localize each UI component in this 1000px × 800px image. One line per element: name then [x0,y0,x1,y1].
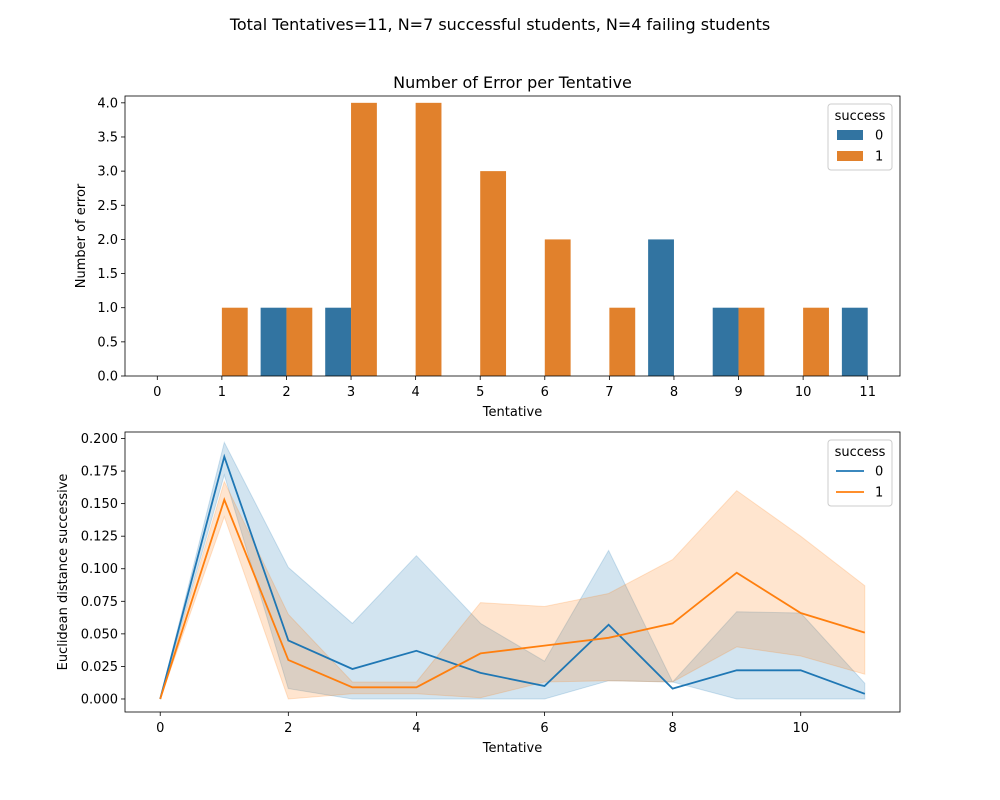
chart-title: Number of Error per Tentative [393,73,632,92]
x-tick-label: 8 [670,385,678,400]
legend-box [827,439,893,507]
x-tick-label: 7 [605,385,613,400]
x-axis-label: Tentative [482,405,542,420]
y-tick-label: 0.5 [97,335,118,350]
legend-swatch-0 [837,130,863,140]
y-tick-label: 0.200 [81,432,118,447]
y-tick-label: 1.0 [97,301,118,316]
bar-series-1-2 [286,307,313,376]
y-tick-label: 0.125 [81,530,118,545]
line-series-1 [159,497,866,700]
legend-title: success [835,109,886,124]
bar-series-1-5 [480,171,507,376]
bar-series-1-9 [738,307,765,376]
legend-title: success [835,445,886,460]
x-tick-label: 4 [411,385,419,400]
legend-label-0: 0 [875,129,883,144]
x-tick-label: 9 [734,385,742,400]
ci-band-series-1 [159,480,866,700]
y-tick-label: 2.5 [97,199,118,214]
x-tick-label: 2 [282,385,290,400]
x-tick-label: 10 [792,721,809,736]
bar-series-0-3 [325,307,352,376]
axes-frame [124,431,901,713]
bar-series-1-1 [221,307,248,376]
y-tick-label: 0.025 [81,660,118,675]
x-tick-label: 4 [412,721,420,736]
bar-chart-errors: Number of Error per Tentative 0 1 2 3 4 5 6 7 8 9 1… [74,73,901,420]
x-tick-label: 6 [540,721,548,736]
legend-label-1: 1 [875,486,883,501]
x-axis-label: Tentative [482,741,542,756]
line-series-0 [159,453,866,700]
y-axis-label: Euclidean distance successive [56,474,71,671]
y-tick-label: 4.0 [97,96,118,111]
y-tick-label: 0.0 [97,370,118,385]
bar-series-1-7 [609,307,636,376]
bar-series-1-10 [803,307,829,376]
x-tick-label: 10 [795,385,812,400]
bar-series-1-6 [544,239,571,376]
x-tick-label: 3 [347,385,355,400]
y-tick-label: 1.5 [97,267,118,282]
ci-band-series-0 [159,440,866,700]
bar-series-0-9 [712,307,739,376]
y-tick-label: 2.0 [97,233,118,248]
x-tick-label: 6 [541,385,549,400]
bar-series-1-4 [415,102,442,376]
y-tick-label: 0.100 [81,562,118,577]
legend-label-1: 1 [875,150,883,165]
legend-swatch-1 [837,151,863,161]
x-tick-label: 11 [859,385,876,400]
x-tick-label: 0 [153,385,161,400]
bar-series-0-2 [260,307,287,376]
bar-series-0-8 [648,239,674,376]
y-tick-label: 0.050 [81,627,118,642]
axes-frame [124,95,901,377]
y-tick-label: 0.175 [81,465,118,480]
y-tick-label: 3.0 [97,165,118,180]
y-tick-label: 0.075 [81,595,118,610]
y-axis-label: Number of error [74,183,89,288]
figure-suptitle: Total Tentatives=11, N=7 successful stud… [229,15,770,34]
line-chart-distance: 0 2 4 6 8 100.0000.0250.0500.0750.1000.1250.1… [56,431,901,756]
x-tick-label: 0 [156,721,164,736]
x-tick-label: 8 [668,721,676,736]
y-tick-label: 0.000 [81,692,118,707]
legend-label-0: 0 [875,465,883,480]
bar-series-1-3 [351,102,377,376]
x-tick-label: 2 [284,721,292,736]
x-tick-label: 1 [218,385,226,400]
bar-series-0-11 [841,307,868,376]
y-tick-label: 0.150 [81,497,118,512]
x-tick-label: 5 [476,385,484,400]
y-tick-label: 3.5 [97,130,118,145]
